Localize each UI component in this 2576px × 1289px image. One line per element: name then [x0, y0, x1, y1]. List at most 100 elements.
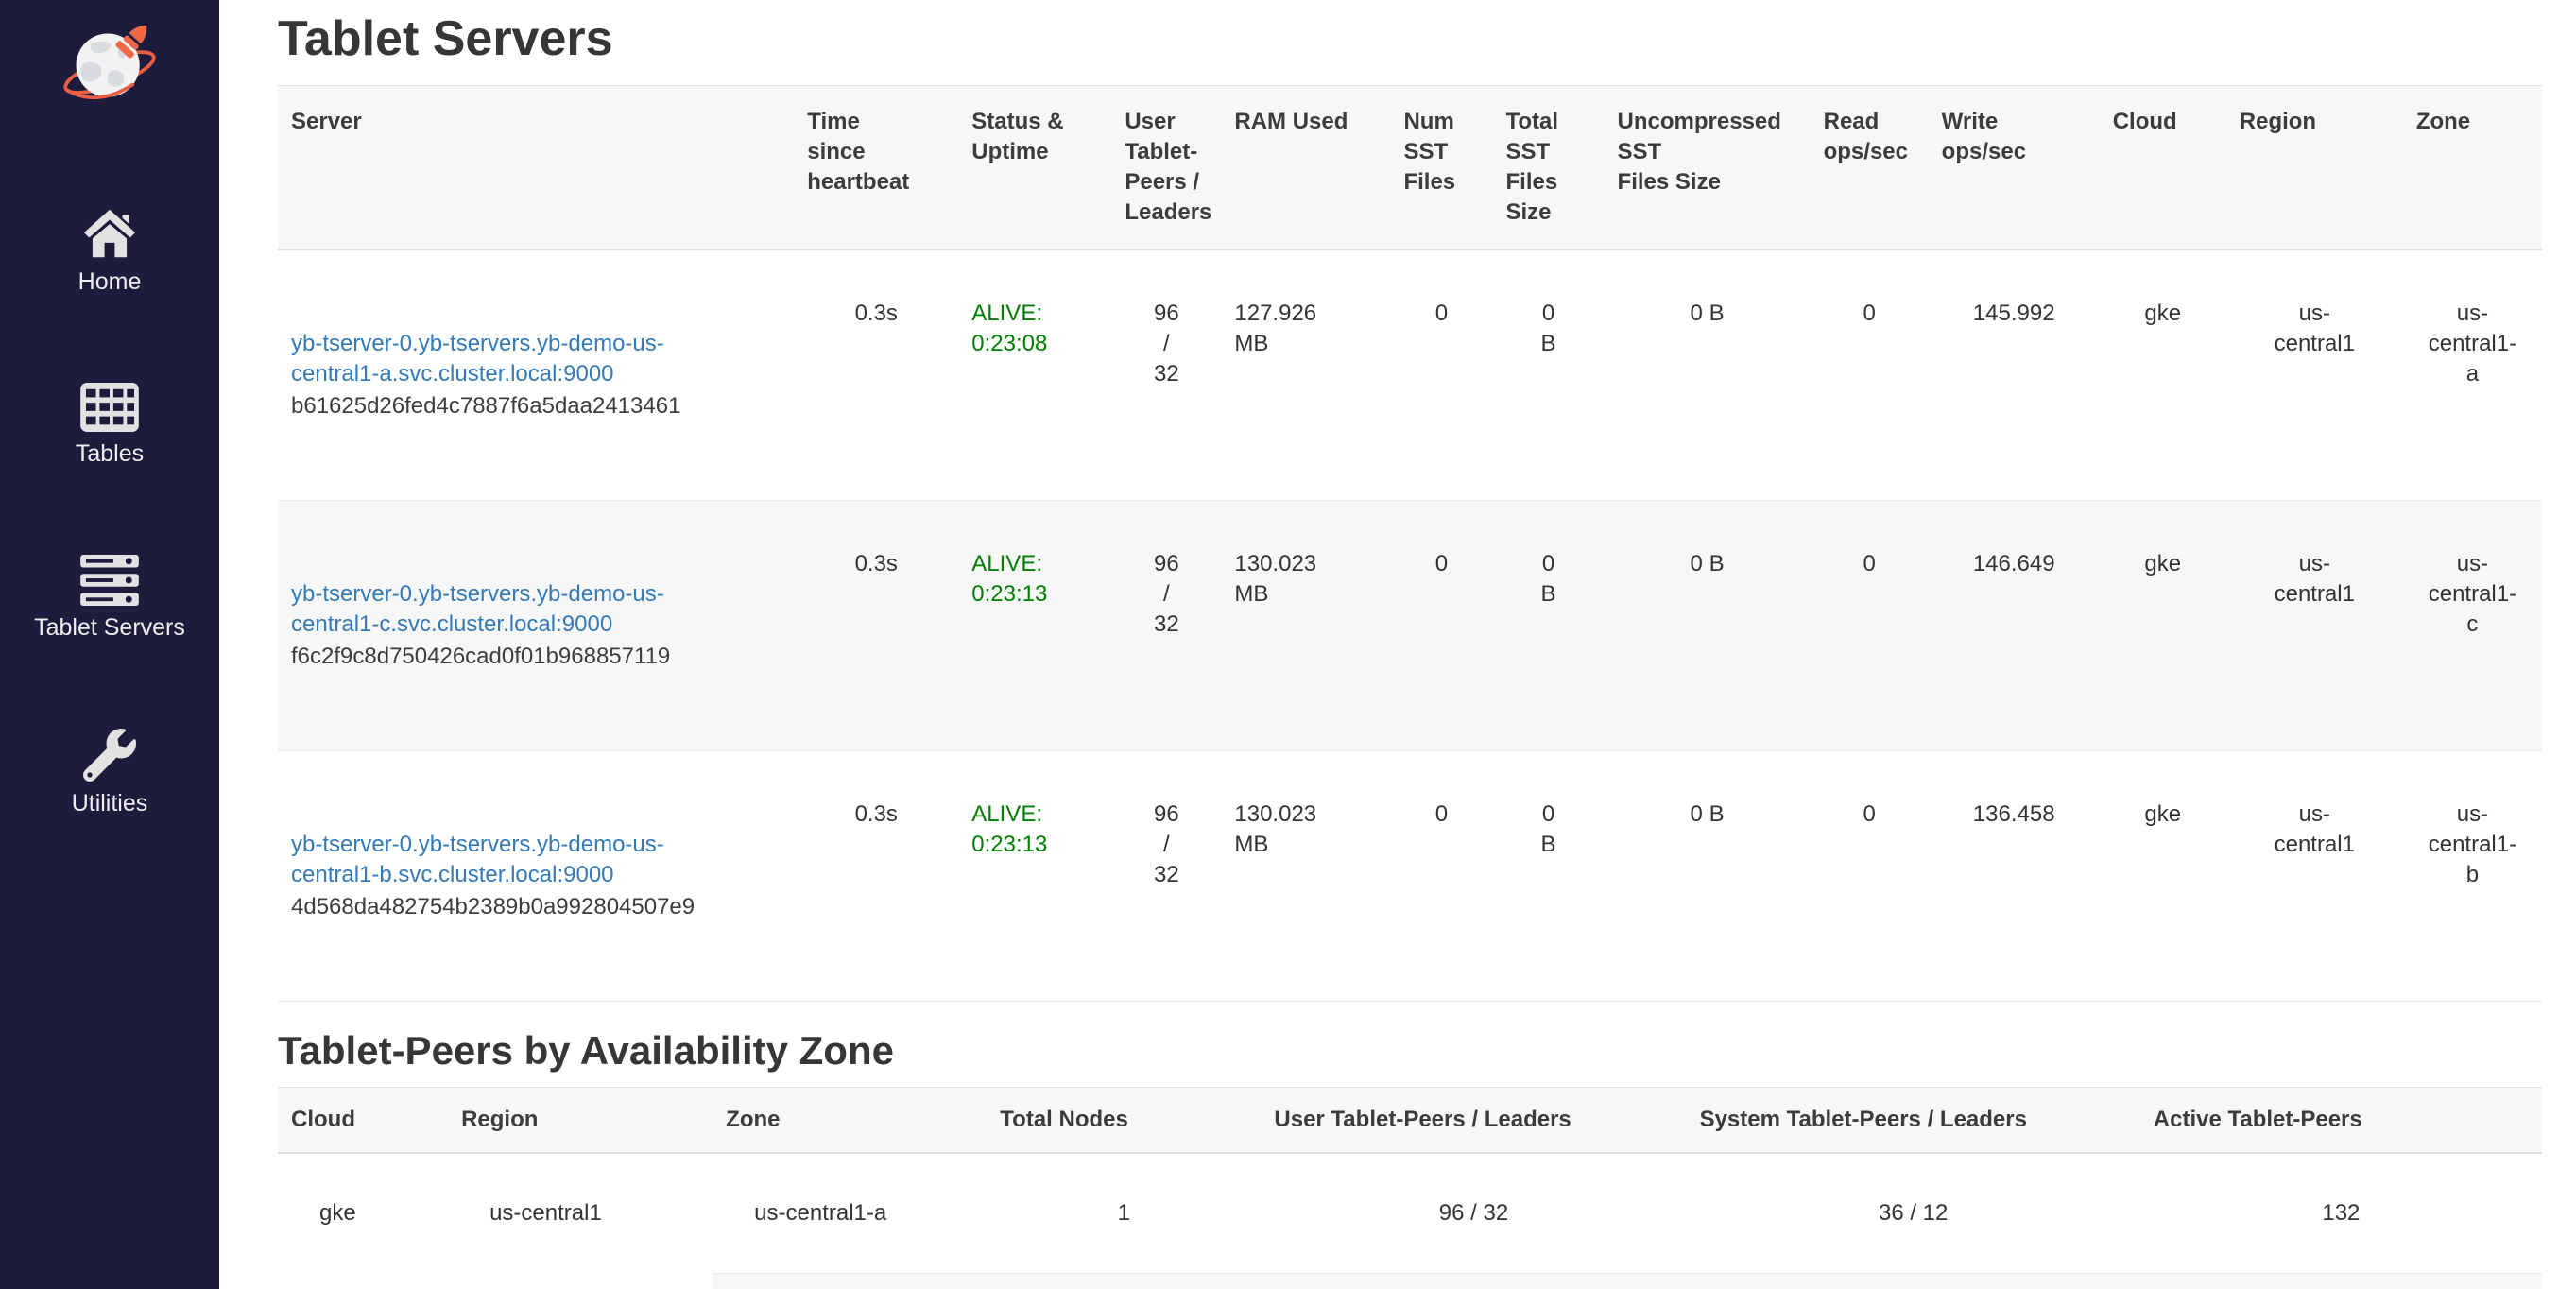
- server-cell: yb-tserver-0.yb-tservers.yb-demo-us- cen…: [278, 500, 795, 751]
- col-server: Server: [278, 85, 795, 250]
- total-nodes-cell: 1: [987, 1273, 1262, 1289]
- col-user-tablet-peers: User Tablet-Peers / Leaders: [1261, 1087, 1687, 1154]
- region-cell: us- central1: [2274, 301, 2355, 356]
- zone-cell: us-central1-a: [754, 1200, 887, 1226]
- num-sst-files-cell: 0: [1434, 301, 1449, 326]
- cloud-cell: gke: [2099, 750, 2226, 1002]
- heartbeat-cell: 0.3s: [794, 500, 959, 751]
- tablet-peers-header-row: Cloud Region Zone Total Nodes User Table…: [278, 1087, 2542, 1154]
- col-active-tablet-peers: Active Tablet-Peers: [2139, 1087, 2542, 1154]
- zone-row: gke us-central1 us-central1-a 1 96 / 32 …: [278, 1153, 2542, 1274]
- region-cell: us- central1: [2225, 500, 2403, 751]
- wrench-icon: [82, 729, 136, 782]
- col-cloud: Cloud: [2099, 85, 2226, 250]
- server-uuid: f6c2f9c8d750426cad0f01b968857119: [291, 644, 671, 669]
- col-num-sst-files: Num SST Files: [1390, 85, 1493, 250]
- status-uptime-cell: ALIVE: 0:23:13: [958, 500, 1112, 751]
- num-sst-files-cell: 0: [1390, 750, 1493, 1002]
- region-cell: us-central1: [489, 1200, 602, 1226]
- planet-rocket-icon: [63, 25, 156, 100]
- status-uptime-cell: ALIVE: 0:23:13: [958, 750, 1112, 1002]
- write-ops-cell: 146.649: [1928, 500, 2100, 751]
- sidebar-item-utilities[interactable]: Utilities: [71, 729, 148, 817]
- write-ops-cell: 145.992: [1972, 301, 2055, 326]
- server-uuid: b61625d26fed4c7887f6a5daa2413461: [291, 393, 681, 419]
- active-tablet-peers-cell: 132: [2139, 1273, 2542, 1289]
- uncompressed-sst-size-cell: 0 B: [1604, 750, 1811, 1002]
- user-tablet-peers-cell: 96 / 32: [1111, 500, 1222, 751]
- col-ram-used: RAM Used: [1221, 85, 1391, 250]
- col-total-sst-size: Total SST Files Size: [1492, 85, 1605, 250]
- col-region: Region: [448, 1087, 713, 1154]
- read-ops-cell: 0: [1863, 301, 1876, 326]
- cloud-cell: gke: [319, 1200, 356, 1226]
- main-content: Tablet Servers Server Time since heartbe…: [219, 0, 2576, 1289]
- num-sst-files-cell: 0: [1390, 500, 1493, 751]
- tserver-row: yb-tserver-0.yb-tservers.yb-demo-us- cen…: [278, 249, 2542, 501]
- yugabyte-logo[interactable]: [57, 17, 163, 120]
- col-cloud: Cloud: [278, 1087, 449, 1154]
- col-system-tablet-peers: System Tablet-Peers / Leaders: [1686, 1087, 2140, 1154]
- system-tablet-peers-cell: 36 / 12: [1878, 1200, 1949, 1226]
- read-ops-cell: 0: [1810, 500, 1929, 751]
- zone-cell: us- central1- b: [2402, 750, 2542, 1002]
- tablet-servers-header-row: Server Time since heartbeat Status & Upt…: [278, 85, 2542, 250]
- user-tablet-peers-cell: 96 / 32: [1111, 750, 1222, 1002]
- sidebar-item-label: Home: [77, 268, 142, 295]
- active-tablet-peers-cell: 132: [2322, 1200, 2361, 1226]
- tables-grid-icon: [80, 383, 139, 432]
- write-ops-cell: 136.458: [1928, 750, 2100, 1002]
- tablet-peers-by-zone-table: Cloud Region Zone Total Nodes User Table…: [278, 1087, 2542, 1289]
- server-link[interactable]: yb-tserver-0.yb-tservers.yb-demo-us- cen…: [291, 581, 664, 637]
- zone-row: us-central1-b 1 96 / 32 36 / 12 132: [278, 1273, 2542, 1289]
- sidebar-item-tablet-servers[interactable]: Tablet Servers: [34, 555, 185, 642]
- user-tablet-peers-cell: 96 / 32: [1154, 301, 1179, 387]
- total-sst-size-cell: 0 B: [1492, 750, 1605, 1002]
- col-zone: Zone: [2402, 85, 2542, 250]
- server-link[interactable]: yb-tserver-0.yb-tservers.yb-demo-us- cen…: [291, 832, 664, 887]
- sidebar-item-label: Tables: [75, 440, 145, 467]
- user-tablet-peers-cell: 96 / 32: [1261, 1273, 1687, 1289]
- server-cell: yb-tserver-0.yb-tservers.yb-demo-us- cen…: [278, 750, 795, 1002]
- zone-cell: us- central1- c: [2402, 500, 2542, 751]
- sidebar-item-home[interactable]: Home: [77, 207, 142, 296]
- ram-used-cell: 130.023 MB: [1221, 500, 1391, 751]
- section-title-tablet-peers: Tablet-Peers by Availability Zone: [278, 1028, 894, 1073]
- user-tablet-peers-cell: 96 / 32: [1438, 1200, 1509, 1226]
- uncompressed-sst-size-cell: 0 B: [1690, 301, 1725, 326]
- col-zone: Zone: [713, 1087, 987, 1154]
- home-icon: [82, 207, 137, 260]
- sidebar-item-label: Tablet Servers: [34, 614, 185, 641]
- read-ops-cell: 0: [1810, 750, 1929, 1002]
- heartbeat-cell: 0.3s: [794, 750, 959, 1002]
- col-read-ops: Read ops/sec: [1810, 85, 1929, 250]
- ram-used-cell: 127.926 MB: [1234, 301, 1317, 356]
- status-uptime-cell: ALIVE: 0:23:08: [971, 301, 1048, 356]
- total-sst-size-cell: 0 B: [1492, 500, 1605, 751]
- sidebar-item-label: Utilities: [71, 790, 148, 816]
- total-nodes-cell: 1: [1117, 1200, 1131, 1226]
- sidebar-item-tables[interactable]: Tables: [76, 383, 144, 468]
- page-title: Tablet Servers: [278, 11, 613, 66]
- col-user-tablet-peers: User Tablet- Peers / Leaders: [1111, 85, 1222, 250]
- server-link[interactable]: yb-tserver-0.yb-tservers.yb-demo-us- cen…: [291, 331, 664, 387]
- system-tablet-peers-cell: 36 / 12: [1686, 1273, 2140, 1289]
- uncompressed-sst-size-cell: 0 B: [1604, 500, 1811, 751]
- sidebar: Home Tables: [0, 0, 219, 1289]
- heartbeat-cell: 0.3s: [854, 301, 898, 326]
- zone-cell: us- central1- a: [2428, 301, 2517, 387]
- col-total-nodes: Total Nodes: [987, 1087, 1262, 1154]
- col-status-uptime: Status & Uptime: [958, 85, 1112, 250]
- total-sst-size-cell: 0 B: [1540, 301, 1556, 356]
- tserver-row: yb-tserver-0.yb-tservers.yb-demo-us- cen…: [278, 500, 2542, 751]
- zone-cell: us-central1-b: [713, 1273, 987, 1289]
- tserver-row: yb-tserver-0.yb-tservers.yb-demo-us- cen…: [278, 750, 2542, 1002]
- col-heartbeat: Time since heartbeat: [794, 85, 959, 250]
- ram-used-cell: 130.023 MB: [1221, 750, 1391, 1002]
- region-cell: us- central1: [2225, 750, 2403, 1002]
- col-write-ops: Write ops/sec: [1928, 85, 2100, 250]
- col-region: Region: [2225, 85, 2403, 250]
- tablet-servers-table: Server Time since heartbeat Status & Upt…: [278, 85, 2542, 1002]
- server-stack-icon: [80, 555, 139, 606]
